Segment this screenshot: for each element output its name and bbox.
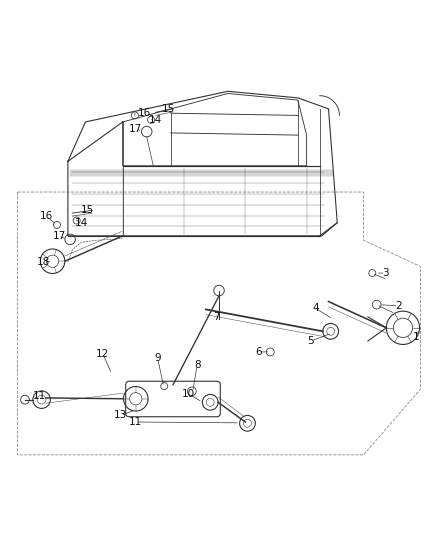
Text: 16: 16 <box>138 108 151 118</box>
Text: 13: 13 <box>114 410 127 421</box>
Text: 16: 16 <box>39 211 53 221</box>
Text: 15: 15 <box>81 205 94 215</box>
Text: 3: 3 <box>382 268 389 278</box>
Text: 17: 17 <box>53 231 66 241</box>
Text: 18: 18 <box>37 257 50 267</box>
Text: 5: 5 <box>307 336 314 346</box>
Text: 4: 4 <box>312 303 319 313</box>
Text: 15: 15 <box>162 104 175 114</box>
Text: 11: 11 <box>129 417 142 427</box>
Text: 14: 14 <box>74 217 88 228</box>
Text: 8: 8 <box>194 360 201 370</box>
Text: 11: 11 <box>33 391 46 401</box>
Text: 2: 2 <box>395 301 402 311</box>
Text: 10: 10 <box>182 389 195 399</box>
Text: 14: 14 <box>149 115 162 125</box>
Text: 17: 17 <box>129 124 142 134</box>
Text: 7: 7 <box>213 312 220 322</box>
Text: 9: 9 <box>154 353 161 364</box>
Text: 12: 12 <box>96 349 110 359</box>
Text: 1: 1 <box>413 332 420 342</box>
Text: 6: 6 <box>255 347 262 357</box>
